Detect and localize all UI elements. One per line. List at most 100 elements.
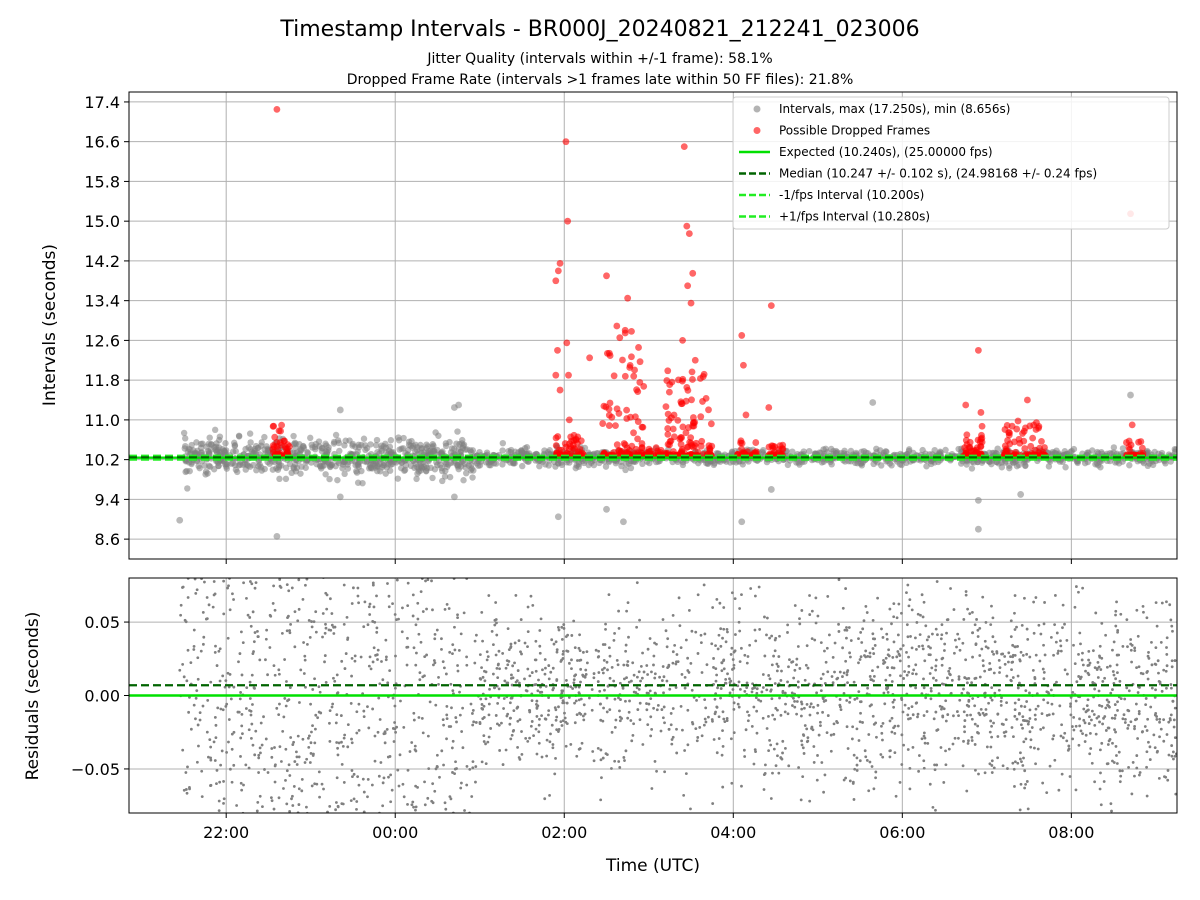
interval-point [242, 445, 249, 453]
residual-point [219, 763, 223, 767]
dropped-frame-point [277, 427, 284, 435]
residual-point [1073, 662, 1077, 666]
residual-point [1111, 648, 1114, 652]
dropped-frame-point [698, 437, 706, 445]
residual-point [1099, 771, 1102, 775]
residual-point [1147, 656, 1151, 660]
residual-point [384, 572, 387, 575]
residual-point [301, 597, 305, 601]
residual-point [1077, 675, 1081, 678]
residual-point [970, 681, 974, 685]
residual-point [465, 764, 469, 768]
residual-point [1171, 699, 1175, 703]
residual-point [575, 754, 579, 758]
residual-point [1114, 677, 1118, 681]
residual-point [362, 790, 366, 794]
residual-point [1049, 636, 1053, 639]
residual-point [433, 661, 437, 665]
residual-point [773, 649, 777, 653]
interval-point [806, 447, 813, 455]
residual-point [686, 708, 690, 712]
residual-point [303, 658, 307, 662]
residual-point [229, 767, 232, 771]
residual-point [219, 707, 223, 711]
residual-point [296, 734, 300, 738]
residual-point [1143, 725, 1147, 728]
residual-point [590, 688, 594, 691]
residual-point [357, 783, 361, 787]
residual-point [678, 624, 682, 628]
residual-point [517, 756, 521, 759]
residual-point [974, 768, 977, 772]
residual-point [769, 743, 773, 747]
residual-point [335, 816, 338, 819]
residual-point [606, 684, 610, 688]
residual-point [445, 713, 449, 717]
residual-point [759, 699, 763, 703]
residual-point [793, 668, 797, 672]
residual-point [560, 638, 564, 641]
residual-point [1036, 747, 1040, 751]
residual-point [372, 605, 376, 609]
residual-point [217, 649, 221, 653]
residual-point [230, 747, 234, 751]
residual-point [263, 768, 266, 771]
residual-point [710, 642, 714, 646]
residual-point [511, 664, 515, 668]
residual-point [1113, 716, 1117, 720]
residual-point [530, 671, 534, 674]
residual-point [692, 696, 696, 699]
residual-point [880, 731, 884, 735]
residual-point [952, 608, 956, 611]
residual-point [875, 735, 878, 739]
residual-point [1098, 704, 1101, 707]
residual-point [227, 584, 230, 588]
residual-point [458, 713, 462, 717]
residual-point [491, 643, 495, 647]
interval-point [307, 434, 314, 442]
residual-point [922, 600, 926, 604]
residual-point [732, 650, 736, 654]
residual-point [353, 654, 357, 658]
residual-point [895, 574, 898, 577]
residual-point [802, 706, 806, 710]
residual-point [970, 717, 974, 721]
residual-point [369, 667, 373, 671]
residual-point [1116, 630, 1119, 634]
residual-point [1104, 729, 1108, 732]
interval-point [180, 429, 188, 437]
residual-point [336, 746, 339, 750]
residual-point [288, 629, 291, 632]
residual-point [435, 570, 438, 573]
dropped-frame-point [613, 405, 621, 413]
residual-point [1145, 750, 1149, 754]
residual-point [311, 688, 315, 691]
residual-point [872, 652, 876, 655]
residual-point [506, 663, 510, 667]
residual-point [989, 719, 993, 723]
residual-point [215, 782, 218, 785]
interval-point [620, 518, 627, 526]
residual-point [569, 743, 573, 746]
dropped-frame-point [613, 441, 621, 449]
residual-point [508, 722, 512, 726]
residual-point [905, 623, 909, 627]
interval-point [1119, 445, 1127, 452]
dropped-frame-point [977, 409, 985, 416]
residual-point [769, 797, 773, 800]
residual-point [987, 701, 990, 705]
residual-point [205, 596, 209, 599]
residual-point [841, 646, 844, 650]
residual-point [218, 780, 222, 784]
residual-point [707, 715, 710, 719]
residual-point [1057, 649, 1060, 653]
residual-point [1162, 668, 1166, 672]
residual-point [186, 596, 190, 599]
interval-point [205, 449, 213, 456]
residual-point [335, 741, 339, 744]
interval-point [372, 442, 380, 449]
residual-point [256, 629, 259, 633]
residual-point [936, 728, 940, 731]
residual-point [394, 654, 397, 658]
residual-point [406, 802, 409, 806]
